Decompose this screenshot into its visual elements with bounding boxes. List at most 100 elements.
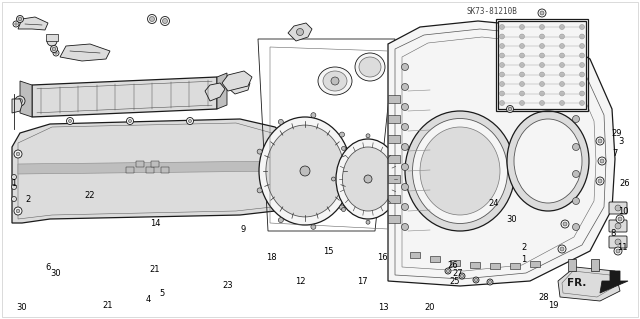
Circle shape — [618, 217, 622, 221]
Circle shape — [579, 34, 584, 39]
Circle shape — [364, 175, 372, 183]
Circle shape — [339, 205, 344, 210]
Text: 21: 21 — [103, 300, 113, 309]
Text: 26: 26 — [448, 261, 458, 270]
Bar — [430, 256, 440, 262]
Text: 3: 3 — [618, 137, 624, 145]
Text: 27: 27 — [452, 269, 463, 278]
Circle shape — [596, 137, 604, 145]
Bar — [388, 155, 400, 163]
Circle shape — [499, 72, 504, 77]
Circle shape — [540, 25, 545, 29]
Circle shape — [579, 81, 584, 86]
Circle shape — [598, 179, 602, 183]
Circle shape — [559, 100, 564, 106]
Circle shape — [559, 63, 564, 68]
Circle shape — [401, 177, 404, 181]
Ellipse shape — [405, 111, 515, 231]
Circle shape — [52, 47, 56, 51]
Text: 30: 30 — [507, 214, 517, 224]
Circle shape — [13, 21, 19, 27]
Bar — [410, 252, 420, 258]
Text: 2: 2 — [522, 242, 527, 251]
Circle shape — [366, 220, 370, 224]
Circle shape — [540, 91, 545, 96]
Bar — [530, 261, 540, 267]
Text: 1: 1 — [522, 255, 527, 263]
Ellipse shape — [420, 127, 500, 215]
Circle shape — [401, 63, 408, 70]
Circle shape — [614, 247, 622, 255]
Bar — [126, 167, 134, 173]
Circle shape — [559, 53, 564, 58]
Bar — [161, 167, 169, 173]
Bar — [568, 259, 576, 271]
Bar — [591, 259, 599, 271]
Circle shape — [520, 25, 525, 29]
FancyBboxPatch shape — [609, 220, 627, 232]
Circle shape — [579, 53, 584, 58]
Text: 1: 1 — [12, 180, 17, 189]
Bar — [388, 95, 400, 103]
Circle shape — [445, 268, 451, 274]
Text: 20: 20 — [425, 302, 435, 311]
Circle shape — [560, 247, 564, 251]
Circle shape — [447, 270, 449, 272]
Text: 30: 30 — [51, 270, 61, 278]
Circle shape — [573, 87, 579, 94]
Text: 9: 9 — [241, 225, 246, 234]
Circle shape — [499, 63, 504, 68]
Circle shape — [147, 14, 157, 24]
Text: 13: 13 — [378, 302, 388, 311]
Circle shape — [342, 208, 346, 211]
Circle shape — [366, 134, 370, 138]
Circle shape — [67, 117, 74, 124]
Circle shape — [401, 204, 408, 211]
Circle shape — [311, 224, 316, 229]
Circle shape — [16, 152, 20, 156]
Polygon shape — [12, 119, 295, 223]
Circle shape — [499, 91, 504, 96]
Polygon shape — [217, 73, 227, 109]
Circle shape — [68, 120, 72, 122]
Text: 5: 5 — [159, 290, 164, 299]
Circle shape — [559, 34, 564, 39]
Polygon shape — [558, 267, 620, 301]
Circle shape — [615, 223, 621, 229]
Text: 11: 11 — [617, 242, 627, 251]
Circle shape — [499, 100, 504, 106]
Circle shape — [573, 197, 579, 204]
Circle shape — [579, 91, 584, 96]
Circle shape — [520, 43, 525, 48]
FancyBboxPatch shape — [609, 202, 627, 214]
Polygon shape — [222, 71, 252, 91]
Circle shape — [390, 146, 394, 151]
Circle shape — [18, 17, 22, 21]
Circle shape — [161, 17, 170, 26]
Circle shape — [615, 205, 621, 211]
Circle shape — [540, 100, 545, 106]
Circle shape — [15, 23, 17, 25]
Text: 23: 23 — [223, 280, 234, 290]
Circle shape — [616, 215, 624, 223]
Circle shape — [520, 63, 525, 68]
Circle shape — [150, 17, 154, 21]
Text: 18: 18 — [266, 253, 276, 262]
Text: 4: 4 — [145, 294, 150, 303]
Circle shape — [278, 119, 284, 124]
Text: 17: 17 — [356, 278, 367, 286]
Polygon shape — [20, 81, 32, 117]
Bar — [46, 34, 58, 41]
Circle shape — [598, 157, 606, 165]
Text: 16: 16 — [377, 253, 387, 262]
Circle shape — [559, 43, 564, 48]
Circle shape — [616, 249, 620, 253]
Bar — [498, 21, 586, 109]
Circle shape — [579, 72, 584, 77]
Ellipse shape — [413, 118, 508, 224]
Circle shape — [538, 9, 546, 17]
Circle shape — [14, 150, 22, 158]
Circle shape — [55, 52, 57, 54]
Ellipse shape — [259, 117, 351, 225]
Text: 14: 14 — [150, 219, 160, 228]
